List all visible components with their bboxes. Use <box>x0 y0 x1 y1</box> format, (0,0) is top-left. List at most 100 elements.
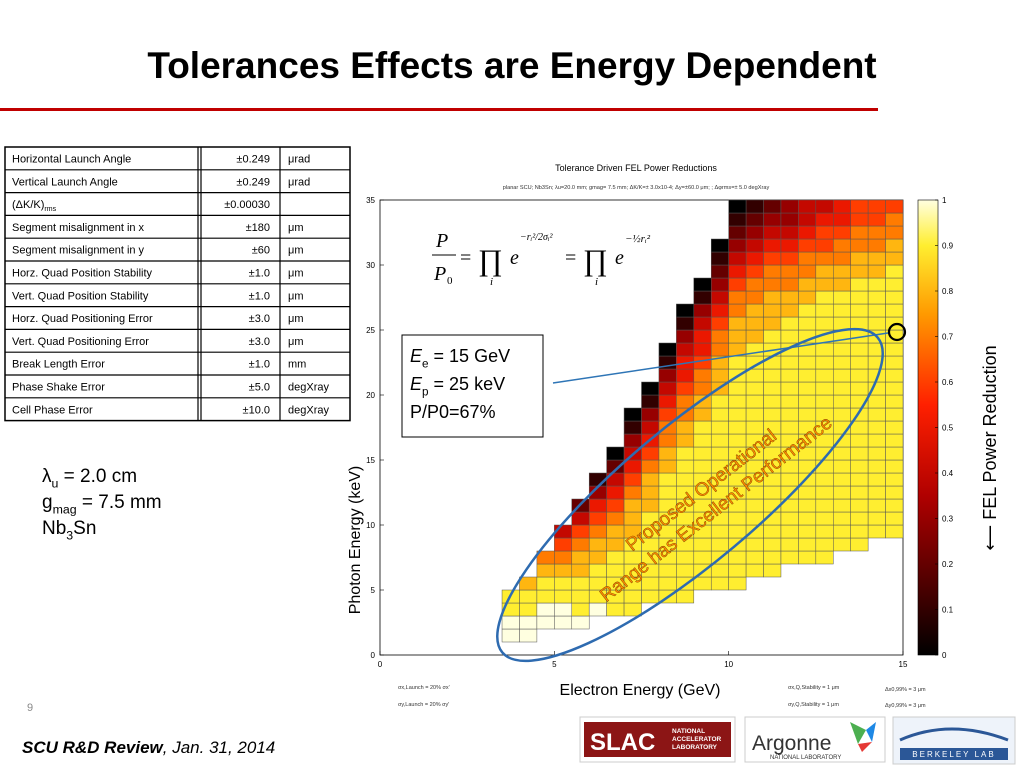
heat-cell <box>850 225 869 240</box>
heat-cell <box>676 433 695 448</box>
heat-cell <box>623 485 642 500</box>
cell-main: (ΔK/K) <box>12 199 44 211</box>
colorbar-tick-label: 0.8 <box>942 287 954 296</box>
heat-cell <box>763 277 782 292</box>
heat-cell <box>885 199 904 214</box>
formula-part: i <box>595 276 598 288</box>
heat-cell <box>745 290 764 305</box>
heat-cell <box>850 290 869 305</box>
heat-cell <box>710 576 729 591</box>
heat-cell <box>606 537 625 552</box>
footer-date: , Jan. 31, 2014 <box>163 738 275 757</box>
slac-band <box>584 722 731 757</box>
slac-sub: LABORATORY <box>672 744 718 751</box>
heat-cell <box>693 290 712 305</box>
parameter-sub: u <box>52 477 59 491</box>
heat-cell <box>763 290 782 305</box>
cell-sub: rms <box>44 206 56 213</box>
argonne-word: Argonne <box>752 732 831 755</box>
heat-cell <box>780 277 799 292</box>
colorbar-tick-label: 0.1 <box>942 606 954 615</box>
colorbar-tick-label: 0.6 <box>942 378 954 387</box>
y-tick-label: 0 <box>371 651 376 660</box>
formula-part: = <box>565 247 576 269</box>
heat-cell <box>815 498 834 513</box>
info-line-sub: p <box>422 385 429 398</box>
heat-cell <box>710 368 729 383</box>
heat-cell <box>710 420 729 435</box>
heat-cell <box>710 329 729 344</box>
heat-cell <box>710 433 729 448</box>
heat-cell <box>780 329 799 344</box>
colorbar-tick-label: 0.5 <box>942 424 954 433</box>
heat-cell <box>867 485 886 500</box>
heat-cell <box>815 342 834 357</box>
heat-cell <box>536 602 555 617</box>
heat-cell <box>519 589 538 604</box>
heat-cell <box>798 251 817 266</box>
heat-cell <box>815 355 834 370</box>
heat-cell <box>501 615 520 630</box>
colorbar-tick-label: 0.4 <box>942 469 954 478</box>
heat-cell <box>641 498 660 513</box>
heat-cell <box>693 342 712 357</box>
heat-cell <box>780 472 799 487</box>
heat-cell <box>815 238 834 253</box>
heat-cell <box>763 329 782 344</box>
table-cell: μrad <box>288 154 310 166</box>
heat-cell <box>658 446 677 461</box>
heat-cell <box>676 420 695 435</box>
table-cell: ±180 <box>246 222 270 234</box>
heat-cell <box>710 238 729 253</box>
heat-cell <box>780 368 799 383</box>
heat-cell <box>623 459 642 474</box>
heat-cell <box>658 407 677 422</box>
formula-part: −½rᵢ² <box>625 233 651 245</box>
heat-cell <box>815 251 834 266</box>
heat-cell <box>780 238 799 253</box>
heat-cell <box>885 511 904 526</box>
tolerance-note: Δx0,99% = 3 μm <box>885 687 926 693</box>
heat-cell <box>763 212 782 227</box>
heat-cell <box>885 472 904 487</box>
heat-cell <box>833 316 851 331</box>
heat-cell <box>833 303 851 318</box>
heat-cell <box>850 342 869 357</box>
argonne-mark <box>858 742 872 752</box>
heat-cell <box>815 550 834 565</box>
argonne-sub: NATIONAL LABORATORY <box>770 755 841 761</box>
heat-cell <box>606 524 625 539</box>
heat-cell <box>763 264 782 279</box>
heat-cell <box>798 498 817 513</box>
heat-cell <box>780 212 799 227</box>
formula-part: 0 <box>447 275 453 287</box>
heat-cell <box>658 394 677 409</box>
heat-cell <box>850 355 869 370</box>
heat-cell <box>763 394 782 409</box>
heat-cell <box>710 264 729 279</box>
info-line-rest: = 25 keV <box>429 374 506 394</box>
tolerance-table: Horizontal Launch Angle ±0.249 μrad Vertica… <box>4 146 351 422</box>
heat-cell <box>658 472 677 487</box>
heat-cell <box>780 420 799 435</box>
table-cell: μm <box>288 313 304 325</box>
table-cell: μm <box>288 245 304 257</box>
heat-cell <box>728 381 747 396</box>
page-number: 9 <box>27 702 33 714</box>
heat-cell <box>867 238 886 253</box>
parameter-main: g <box>42 492 53 513</box>
heat-cell <box>693 316 712 331</box>
heat-cell <box>867 459 886 474</box>
heat-cell <box>658 433 677 448</box>
heat-cell <box>728 407 747 422</box>
heat-cell <box>623 498 642 513</box>
heat-cell <box>676 368 695 383</box>
formula-part: e <box>510 247 519 269</box>
table-cell: ±60 <box>252 245 270 257</box>
heat-cell <box>554 602 573 617</box>
heat-cell <box>728 225 747 240</box>
heat-cell <box>780 381 799 396</box>
parameter-main: Nb <box>42 518 66 539</box>
heat-cell <box>885 290 904 305</box>
heat-cell <box>588 602 607 617</box>
